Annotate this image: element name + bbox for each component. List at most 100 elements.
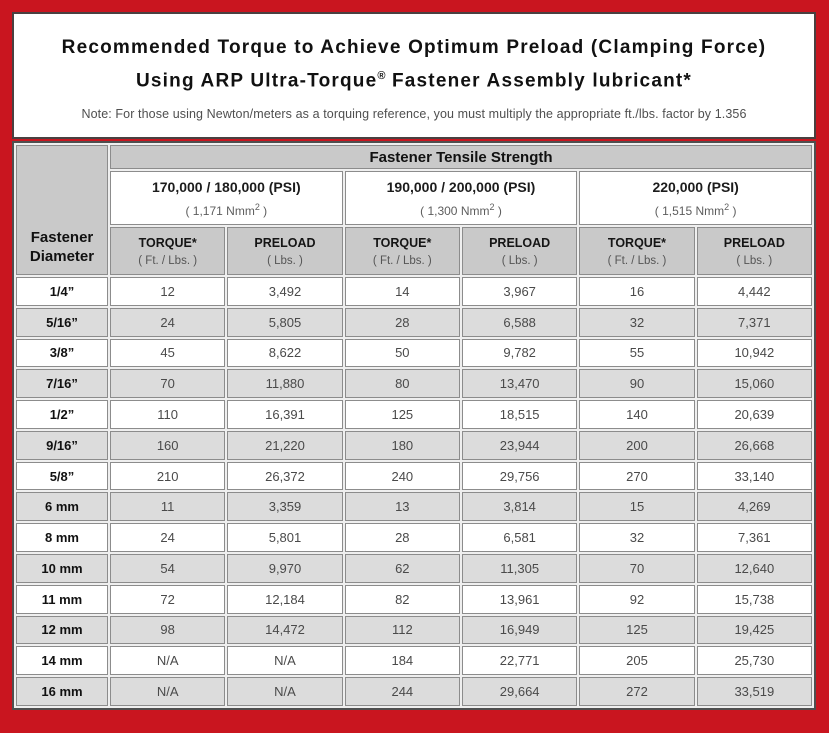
column-unit: ( Ft. / Lbs. ) [607,254,667,267]
value-cell: 3,359 [227,492,343,522]
psi-value: 190,000 / 200,000 (PSI) [386,178,536,195]
value-cell: N/A [110,677,226,706]
value-cell: 24 [110,523,226,553]
fastener-diameter-cell: 5/8” [16,461,108,491]
value-cell: 7,371 [696,307,812,337]
preload-column-header-2: PRELOAD ( Lbs. ) [461,227,578,275]
preload-column-header-1: PRELOAD ( Lbs. ) [227,227,343,275]
value-cell: 82 [344,584,460,614]
column-unit: ( Lbs. ) [267,254,303,267]
nmm-text: ( 1,515 Nmm [654,203,725,218]
nmm-superscript: 2 [254,201,260,212]
column-label: PRELOAD [489,235,551,250]
table-row: 7/16” 70 11,880 80 13,470 90 15,060 [16,369,812,399]
fastener-diameter-cell: 9/16” [16,430,108,460]
column-unit: ( Lbs. ) [501,254,538,267]
column-unit: ( Ft. / Lbs. ) [372,254,432,267]
fastener-diameter-cell: 7/16” [16,369,108,399]
fastener-diameter-cell: 5/16” [16,307,108,337]
psi-group-170-180: 170,000 / 180,000 (PSI) ( 1,171 Nmm2 ) [110,171,343,225]
value-cell: 125 [344,400,460,429]
fastener-diameter-cell: 16 mm [16,677,108,706]
value-cell: 4,269 [696,492,812,522]
table-row: 14 mm N/A N/A 184 22,771 205 25,730 [16,646,812,676]
value-cell: 50 [344,338,460,368]
table-header-row-psi: 170,000 / 180,000 (PSI) ( 1,171 Nmm2 ) 1… [16,171,812,225]
column-label: TORQUE* [373,235,432,250]
value-cell: 160 [110,430,226,460]
torque-column-header-3: TORQUE* ( Ft. / Lbs. ) [579,227,695,275]
value-cell: 7,361 [696,523,812,553]
fastener-diameter-cell: 11 mm [16,584,108,614]
table-row: 1/2” 110 16,391 125 18,515 140 20,639 [16,400,812,429]
value-cell: 45 [110,338,226,368]
nmm-text-end: ) [259,203,268,218]
fastener-diameter-cell: 1/2” [16,400,108,429]
torque-table: Fastener Diameter Fastener Tensile Stren… [12,141,816,710]
value-cell: 90 [579,369,695,399]
value-cell: 25,730 [696,646,812,676]
table-header-row-units: TORQUE* ( Ft. / Lbs. ) PRELOAD ( Lbs. ) … [16,227,812,275]
value-cell: 28 [344,523,460,553]
value-cell: 11,880 [227,369,343,399]
value-cell: 15 [579,492,695,522]
value-cell: 6,588 [461,307,578,337]
value-cell: 18,515 [461,400,578,429]
value-cell: 112 [344,615,460,645]
table-row: 8 mm 24 5,801 28 6,581 32 7,361 [16,523,812,553]
psi-value: 170,000 / 180,000 (PSI) [151,178,301,195]
fastener-diameter-cell: 14 mm [16,646,108,676]
value-cell: 9,782 [461,338,578,368]
value-cell: 54 [110,554,226,583]
value-cell: 3,492 [227,277,343,306]
page-title: Recommended Torque to Achieve Optimum Pr… [61,37,767,58]
value-cell: N/A [110,646,226,676]
title-box: Recommended Torque to Achieve Optimum Pr… [12,12,816,139]
fastener-diameter-cell: 10 mm [16,554,108,583]
value-cell: 125 [579,615,695,645]
value-cell: N/A [227,677,343,706]
value-cell: 244 [344,677,460,706]
value-cell: 32 [579,523,695,553]
table-header-row-main: Fastener Diameter Fastener Tensile Stren… [16,145,812,275]
value-cell: 98 [110,615,226,645]
value-cell: 9,970 [227,554,343,583]
table-row: 9/16” 160 21,220 180 23,944 200 26,668 [16,430,812,460]
value-cell: 180 [344,430,460,460]
value-cell: N/A [227,646,343,676]
nmm-value: ( 1,171 Nmm2 ) [111,202,342,218]
value-cell: 15,738 [696,584,812,614]
psi-value: 220,000 (PSI) [652,178,739,195]
column-unit: ( Lbs. ) [736,254,773,267]
fastener-diameter-header: Fastener Diameter [16,145,108,275]
table-row: 1/4” 12 3,492 14 3,967 16 4,442 [16,277,812,306]
column-label: PRELOAD [723,235,785,250]
value-cell: 19,425 [696,615,812,645]
value-cell: 16,391 [227,400,343,429]
fastener-diameter-cell: 3/8” [16,338,108,368]
value-cell: 20,639 [696,400,812,429]
value-cell: 184 [344,646,460,676]
nmm-text: ( 1,171 Nmm [185,203,255,218]
value-cell: 11,305 [461,554,578,583]
nmm-text-end: ) [729,203,737,218]
nmm-superscript: 2 [724,201,730,212]
value-cell: 72 [110,584,226,614]
table-row: 12 mm 98 14,472 112 16,949 125 19,425 [16,615,812,645]
table-row: 5/16” 24 5,805 28 6,588 32 7,371 [16,307,812,337]
torque-column-header-1: TORQUE* ( Ft. / Lbs. ) [110,227,226,275]
table-body: 1/4” 12 3,492 14 3,967 16 4,442 5/16” 24 5,805 28 6… [16,277,812,706]
value-cell: 140 [579,400,695,429]
value-cell: 5,805 [227,307,343,337]
preload-column-header-3: PRELOAD ( Lbs. ) [696,227,812,275]
torque-column-header-2: TORQUE* ( Ft. / Lbs. ) [344,227,460,275]
value-cell: 3,814 [461,492,578,522]
psi-group-220: 220,000 (PSI) ( 1,515 Nmm2 ) [579,171,812,225]
value-cell: 33,140 [696,461,812,491]
value-cell: 4,442 [696,277,812,306]
value-cell: 26,372 [227,461,343,491]
value-cell: 28 [344,307,460,337]
value-cell: 13 [344,492,460,522]
column-label: TORQUE* [138,235,197,250]
value-cell: 62 [344,554,460,583]
